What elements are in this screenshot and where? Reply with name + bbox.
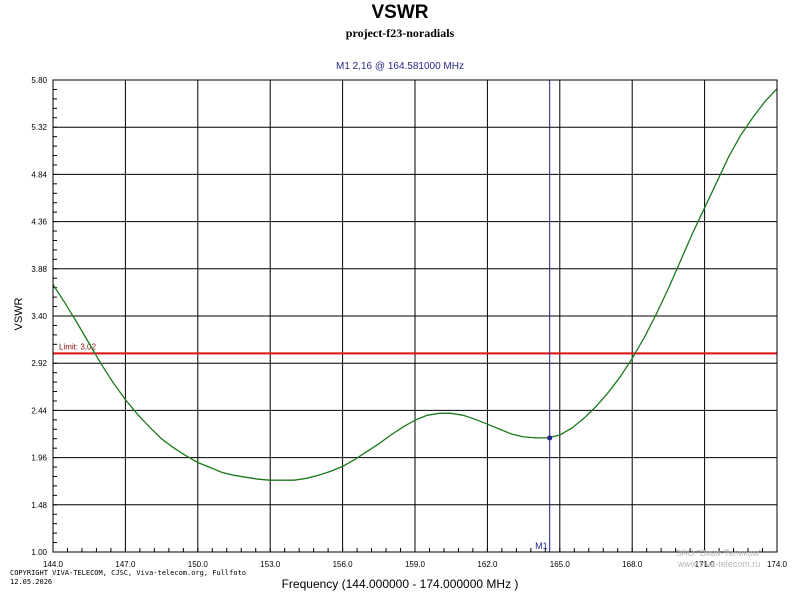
- x-tick-label: 171.0: [695, 560, 716, 569]
- vswr-curve: [52, 88, 778, 481]
- x-tick-label: 159.0: [405, 560, 426, 569]
- copyright-date: 12.05.2026: [10, 578, 53, 586]
- x-tick-label: 156.0: [333, 560, 354, 569]
- x-tick-label: 162.0: [477, 560, 498, 569]
- plot-frame: [52, 79, 778, 553]
- watermark-company: ЗАО "Вива-Телеком": [675, 548, 763, 558]
- x-tick-label: 174.0: [767, 560, 788, 569]
- x-tick-label: 168.0: [622, 560, 643, 569]
- x-tick-labels: 144.0 147.0 150.0 153.0 156.0 159.0 162.0 165.0…: [43, 560, 788, 569]
- y-tick-labels: 1.00 1.48 1.96 2.44 2.92 3.40 3.88 4.36 4.84 5.32…: [31, 76, 47, 557]
- y-tick-label: 5.80: [31, 76, 47, 85]
- marker-point[interactable]: [547, 435, 553, 441]
- copyright-notice: COPYRIGHT VIVA-TELECOM, CJSC, Viva-telec…: [10, 569, 246, 587]
- y-tick-label: 5.32: [31, 123, 47, 132]
- y-tick-label: 3.88: [31, 265, 47, 274]
- limit-label: Limit: 3,02: [59, 342, 96, 351]
- copyright-line-1: COPYRIGHT VIVA-TELECOM, CJSC, Viva-telec…: [10, 569, 247, 577]
- chart-title: VSWR: [371, 2, 429, 23]
- y-tick-label: 1.96: [31, 454, 47, 463]
- grid: [53, 80, 777, 552]
- x-tick-label: 147.0: [115, 560, 136, 569]
- y-tick-label: 1.48: [31, 501, 47, 510]
- y-tick-label: 4.36: [31, 218, 47, 227]
- y-tick-label: 3.40: [31, 312, 47, 321]
- x-tick-label: 165.0: [550, 560, 571, 569]
- y-tick-label: 1.00: [31, 548, 47, 557]
- y-tick-label: 2.44: [31, 406, 47, 415]
- watermark-url: www.viva-telecom.ru: [677, 559, 761, 569]
- y-axis-label: VSWR: [13, 297, 25, 330]
- y-tick-label: 4.84: [31, 170, 47, 179]
- y-tick-label: 2.92: [31, 359, 47, 368]
- marker-label: M1: [535, 541, 548, 551]
- x-tick-label: 150.0: [188, 560, 209, 569]
- marker-readout: M1 2,16 @ 164.581000 MHz: [335, 61, 464, 72]
- chart-subtitle: project-f23-noradials: [345, 26, 455, 40]
- x-tick-label: 153.0: [260, 560, 281, 569]
- x-tick-label: 144.0: [43, 560, 64, 569]
- x-axis-label: Frequency (144.000000 - 174.000000 MHz ): [281, 577, 519, 591]
- watermark: ЗАО "Вива-Телеком" www.viva-telecom.ru: [664, 548, 774, 570]
